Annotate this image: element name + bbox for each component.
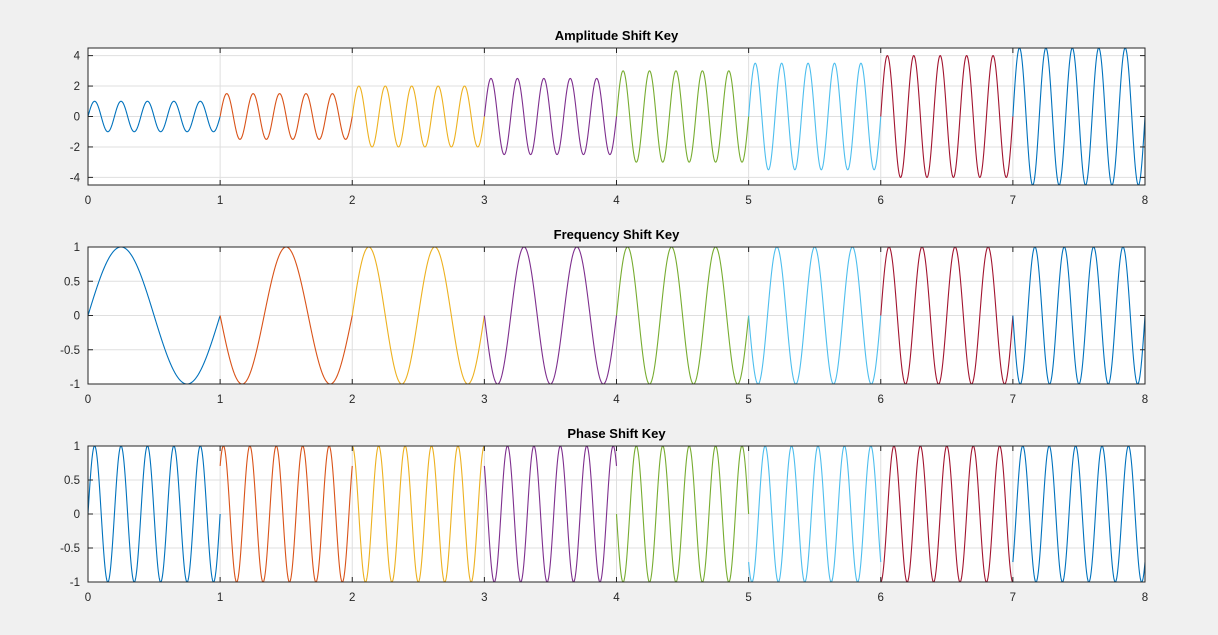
x-tick-label: 4 (613, 394, 620, 406)
subplot-title: Frequency Shift Key (554, 227, 680, 242)
series-line-7 (880, 55, 1014, 178)
x-tick-label: 3 (481, 394, 487, 406)
series-line-7 (880, 446, 1014, 582)
x-tick-label: 2 (349, 592, 355, 604)
x-tick-label: 7 (1010, 592, 1016, 604)
y-tick-label: 0.5 (64, 276, 80, 288)
y-tick-label: 0 (74, 112, 80, 124)
series-line-3 (351, 247, 485, 384)
series-line-6 (748, 62, 882, 171)
x-tick-label: 8 (1142, 592, 1148, 604)
series-line-1 (88, 446, 221, 582)
series-line-4 (483, 77, 618, 156)
series-group (88, 48, 1145, 185)
y-tick-label: -1 (70, 379, 80, 391)
x-tick-label: 1 (217, 394, 223, 406)
y-tick-label: -1 (70, 577, 80, 589)
y-tick-label: 4 (74, 51, 81, 63)
x-tick-label: 4 (613, 592, 620, 604)
x-tick-label: 5 (745, 394, 751, 406)
x-tick-label: 3 (481, 195, 487, 207)
series-line-6 (748, 247, 882, 384)
series-line-8 (1012, 446, 1145, 582)
subplot-title: Amplitude Shift Key (555, 28, 679, 43)
y-tick-label: 2 (74, 81, 80, 93)
x-tick-label: 8 (1142, 394, 1148, 406)
x-tick-label: 5 (745, 592, 751, 604)
x-tick-label: 4 (613, 195, 620, 207)
series-group (88, 247, 1145, 384)
y-tick-label: -4 (70, 172, 81, 184)
y-tick-label: 0.5 (64, 475, 80, 487)
y-tick-label: -0.5 (60, 345, 80, 357)
y-tick-label: -0.5 (60, 543, 80, 555)
ticks: 0 1 2 3 4 5 6 7 8 1 0.5 0 -0.5 -1 (60, 441, 1148, 604)
x-tick-label: 0 (85, 195, 91, 207)
x-tick-label: 6 (878, 394, 884, 406)
subplot-title: Phase Shift Key (567, 426, 666, 441)
y-tick-label: -2 (70, 142, 80, 154)
subplot-frequency-shift-key: 0 1 2 3 4 5 6 7 8 1 0.5 0 -0.5 -1 Frequency Shift Key (60, 227, 1148, 406)
y-tick-label: 0 (74, 311, 80, 323)
y-tick-label: 1 (74, 441, 80, 453)
x-tick-label: 8 (1142, 195, 1148, 207)
subplot-phase-shift-key: 0 1 2 3 4 5 6 7 8 1 0.5 0 -0.5 -1 Phase Shift Key (60, 426, 1148, 604)
series-line-5 (615, 446, 750, 582)
ticks: 0 1 2 3 4 5 6 7 8 1 0.5 0 -0.5 -1 (60, 242, 1148, 406)
x-tick-label: 7 (1010, 195, 1016, 207)
series-line-2 (219, 446, 353, 582)
series-line-3 (351, 446, 485, 582)
series-line-5 (615, 247, 750, 384)
series-line-7 (880, 247, 1014, 384)
ticks: 0 1 2 3 4 5 6 7 8 4 2 0 -2 -4 (70, 48, 1148, 207)
x-tick-label: 5 (745, 195, 751, 207)
series-line-8 (1012, 48, 1145, 185)
x-tick-label: 6 (878, 592, 884, 604)
series-line-5 (615, 70, 750, 163)
x-tick-label: 2 (349, 394, 355, 406)
y-tick-label: 0 (74, 509, 80, 521)
x-tick-label: 6 (878, 195, 884, 207)
x-tick-label: 0 (85, 592, 91, 604)
series-line-4 (483, 446, 618, 582)
x-tick-label: 3 (481, 592, 487, 604)
series-group (88, 446, 1145, 582)
series-line-1 (88, 100, 221, 133)
subplot-amplitude-shift-key: 0 1 2 3 4 5 6 7 8 4 2 0 -2 -4 Amplitude Shift Key (70, 28, 1148, 207)
series-line-3 (351, 85, 485, 148)
x-tick-label: 2 (349, 195, 355, 207)
x-tick-label: 1 (217, 592, 223, 604)
series-line-1 (88, 247, 221, 384)
series-line-2 (219, 93, 353, 140)
series-line-4 (483, 247, 618, 384)
y-tick-label: 1 (74, 242, 80, 254)
x-tick-label: 1 (217, 195, 223, 207)
x-tick-label: 0 (85, 394, 91, 406)
series-line-6 (748, 446, 882, 582)
x-tick-label: 7 (1010, 394, 1016, 406)
